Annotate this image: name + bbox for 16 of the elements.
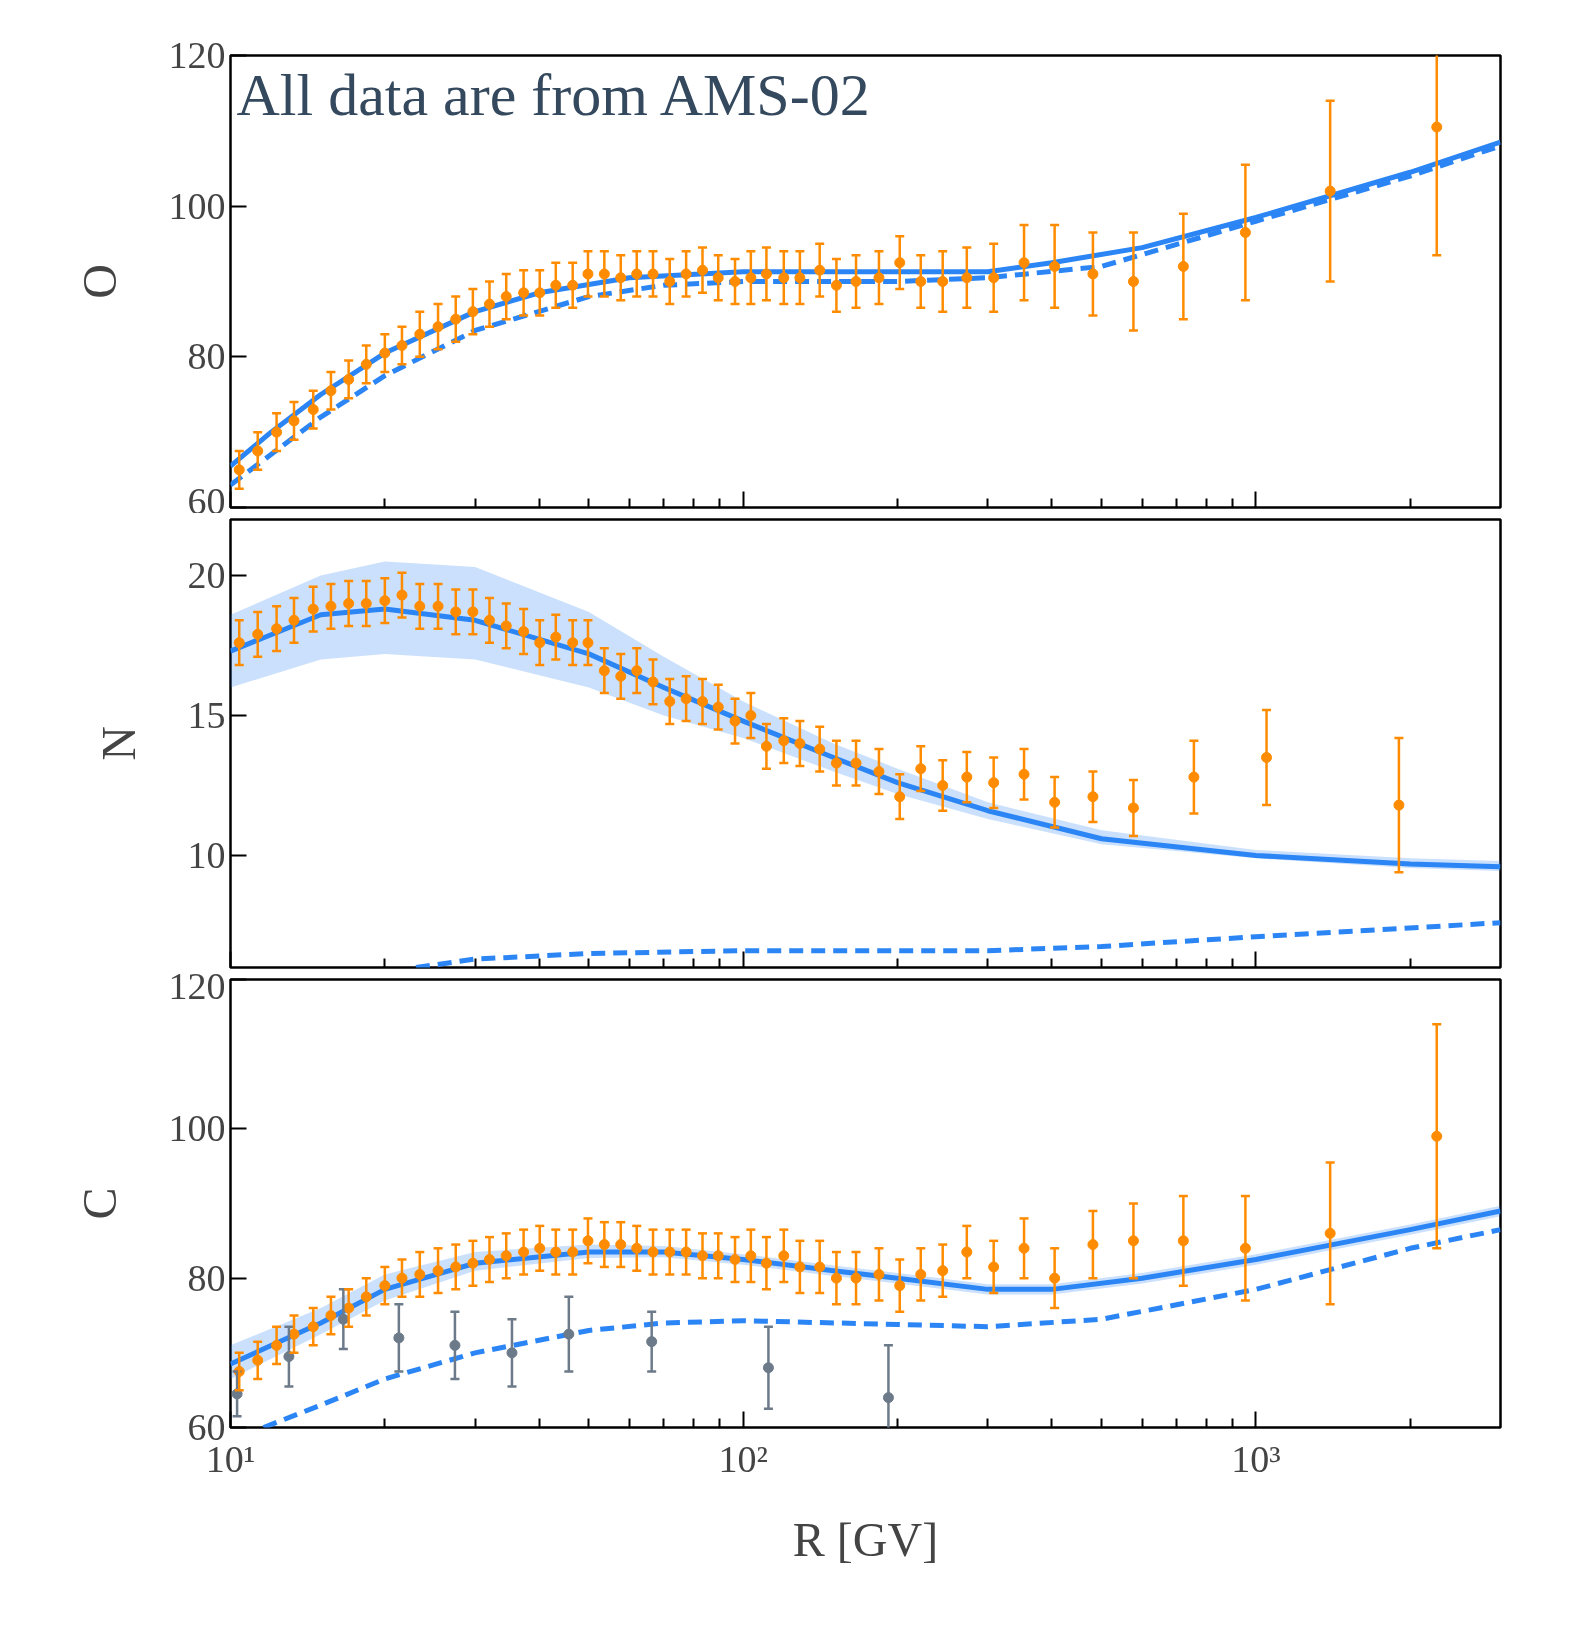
y-tick-label: 20	[187, 554, 226, 596]
y-axis-title: C	[72, 1187, 126, 1220]
y-tick-label: 80	[187, 1256, 226, 1299]
y-tick-label: 100	[168, 184, 226, 227]
y-tick-label: 120	[168, 964, 226, 1007]
x-axis-title: R [GV]	[792, 1512, 939, 1566]
y-axis-title: N	[91, 726, 145, 761]
y-tick-label: 80	[187, 335, 226, 378]
y-axis-title: O	[72, 264, 126, 299]
y-tick-label: 120	[168, 34, 226, 76]
y-tick-label: 10	[187, 834, 226, 876]
y-tick-label: 100	[168, 1107, 226, 1150]
annotation: All data are from AMS-02	[236, 61, 870, 128]
x-tick-label: 10³	[1231, 1437, 1281, 1480]
x-tick-label: 10²	[718, 1437, 768, 1480]
y-tick-label: 15	[187, 694, 226, 736]
